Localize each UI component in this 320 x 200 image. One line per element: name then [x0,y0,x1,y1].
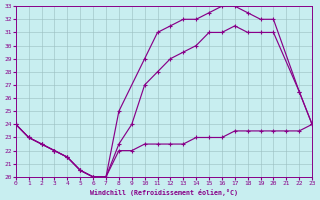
X-axis label: Windchill (Refroidissement éolien,°C): Windchill (Refroidissement éolien,°C) [90,189,238,196]
